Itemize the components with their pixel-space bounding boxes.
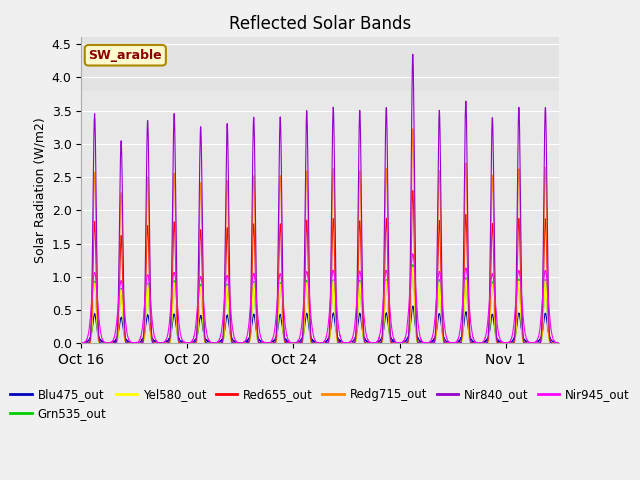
Grn535_out <box>184 341 191 347</box>
Yel580_out <box>124 341 132 347</box>
Red655_out <box>251 242 259 248</box>
Nir945_out <box>335 324 342 330</box>
Line: Nir840_out: Nir840_out <box>81 54 559 344</box>
Y-axis label: Solar Radiation (W/m2): Solar Radiation (W/m2) <box>33 118 46 264</box>
Blu475_out <box>184 341 191 347</box>
Yel580_out <box>78 341 86 347</box>
Nir945_out <box>77 341 85 347</box>
Grn535_out <box>555 341 563 347</box>
Nir945_out <box>493 321 501 326</box>
Redg715_out <box>124 341 132 347</box>
Red655_out <box>78 341 86 347</box>
Nir840_out <box>124 340 131 346</box>
Yel580_out <box>77 340 85 346</box>
Nir945_out <box>555 340 563 346</box>
Redg715_out <box>335 340 342 346</box>
Redg715_out <box>77 340 85 346</box>
Red655_out <box>493 339 501 345</box>
Blu475_out <box>251 315 259 321</box>
Redg715_out <box>493 339 501 345</box>
Line: Nir945_out: Nir945_out <box>81 254 559 344</box>
Blu475_out <box>124 338 132 344</box>
Red655_out <box>409 188 417 193</box>
Blu475_out <box>153 340 161 346</box>
Yel580_out <box>251 291 259 297</box>
Grn535_out <box>335 341 342 347</box>
Red655_out <box>153 340 161 346</box>
Blu475_out <box>77 340 85 346</box>
Yel580_out <box>409 264 417 270</box>
Yel580_out <box>555 340 563 346</box>
Nir840_out <box>493 338 501 344</box>
Grn535_out <box>124 340 132 346</box>
Line: Grn535_out: Grn535_out <box>81 264 559 344</box>
Grn535_out <box>77 341 85 347</box>
Nir945_out <box>251 274 259 279</box>
Nir945_out <box>152 337 160 343</box>
Redg715_out <box>555 341 563 347</box>
Redg715_out <box>251 202 259 208</box>
Title: Reflected Solar Bands: Reflected Solar Bands <box>229 15 411 33</box>
Line: Redg715_out: Redg715_out <box>81 129 559 344</box>
Nir945_out <box>183 340 191 346</box>
Nir840_out <box>77 341 85 347</box>
Redg715_out <box>184 341 191 347</box>
Grn535_out <box>409 262 417 267</box>
Grn535_out <box>493 340 501 346</box>
Nir945_out <box>409 251 417 257</box>
Line: Blu475_out: Blu475_out <box>81 306 559 344</box>
Blu475_out <box>79 341 86 347</box>
Redg715_out <box>409 126 417 132</box>
Nir840_out <box>251 141 259 146</box>
Red655_out <box>555 340 563 346</box>
Legend: Blu475_out, Grn535_out, Yel580_out, Red655_out, Redg715_out, Nir840_out, Nir945_: Blu475_out, Grn535_out, Yel580_out, Red6… <box>6 383 634 424</box>
Yel580_out <box>493 340 501 346</box>
Grn535_out <box>251 290 259 296</box>
Red655_out <box>77 340 85 346</box>
Grn535_out <box>77 340 85 346</box>
Line: Yel580_out: Yel580_out <box>81 267 559 344</box>
Redg715_out <box>77 341 85 347</box>
Nir840_out <box>152 340 160 346</box>
Red655_out <box>335 341 342 347</box>
Text: SW_arable: SW_arable <box>88 49 162 62</box>
Line: Red655_out: Red655_out <box>81 191 559 344</box>
Yel580_out <box>335 341 342 347</box>
Red655_out <box>124 340 132 346</box>
Nir840_out <box>409 51 417 57</box>
Bar <box>81 37 559 91</box>
Nir945_out <box>124 333 131 339</box>
Blu475_out <box>335 337 342 343</box>
Blu475_out <box>493 336 501 342</box>
Blu475_out <box>555 341 563 347</box>
Grn535_out <box>153 340 161 346</box>
Red655_out <box>184 340 191 346</box>
Nir840_out <box>555 340 563 346</box>
Yel580_out <box>153 341 161 347</box>
Nir840_out <box>335 339 342 345</box>
Nir840_out <box>183 341 191 347</box>
Blu475_out <box>409 303 417 309</box>
Redg715_out <box>153 340 161 346</box>
Yel580_out <box>184 341 191 347</box>
